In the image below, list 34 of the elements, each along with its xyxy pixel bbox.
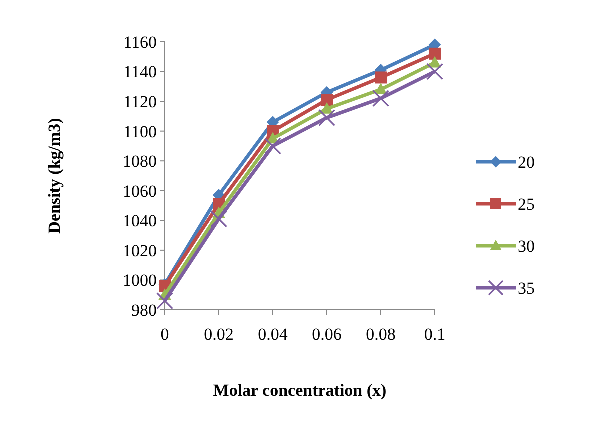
legend-label: 25 (518, 194, 535, 214)
x-axis-title: Molar concentration (x) (213, 381, 387, 400)
legend-label: 20 (518, 152, 535, 172)
y-tick-label: 1100 (124, 122, 157, 142)
x-tick-label: 0.08 (366, 325, 396, 344)
point (429, 56, 441, 68)
y-tick-label: 1160 (124, 32, 157, 52)
point (375, 72, 387, 84)
x-tick-label: 0 (160, 325, 170, 344)
y-tick-label: 1000 (123, 271, 157, 290)
y-tick-label: 980 (132, 300, 157, 320)
y-tick-label: 1040 (123, 212, 157, 231)
y-tick-label: 1080 (123, 152, 157, 172)
y-tick-label: 1020 (123, 241, 157, 260)
point (210, 210, 228, 228)
point (321, 94, 333, 106)
point (264, 138, 282, 155)
x-tick-label: 0.06 (312, 325, 342, 344)
point (426, 63, 444, 80)
point (156, 292, 174, 310)
y-tick-label: 1140 (124, 62, 157, 82)
point (375, 84, 387, 95)
legend-label: 30 (518, 236, 535, 256)
point (429, 48, 441, 60)
x-tick-label: 0.04 (258, 325, 288, 344)
y-tick-label: 1060 (123, 182, 157, 201)
x-tick-label: 0.1 (424, 325, 446, 344)
point (372, 90, 390, 108)
point (321, 103, 333, 114)
y-axis-title: Density (kg/m3) (45, 118, 64, 234)
legend-label: 35 (518, 278, 535, 298)
y-tick-label: 1120 (124, 92, 157, 112)
point (318, 109, 336, 126)
x-tick-label: 0.02 (204, 325, 234, 344)
